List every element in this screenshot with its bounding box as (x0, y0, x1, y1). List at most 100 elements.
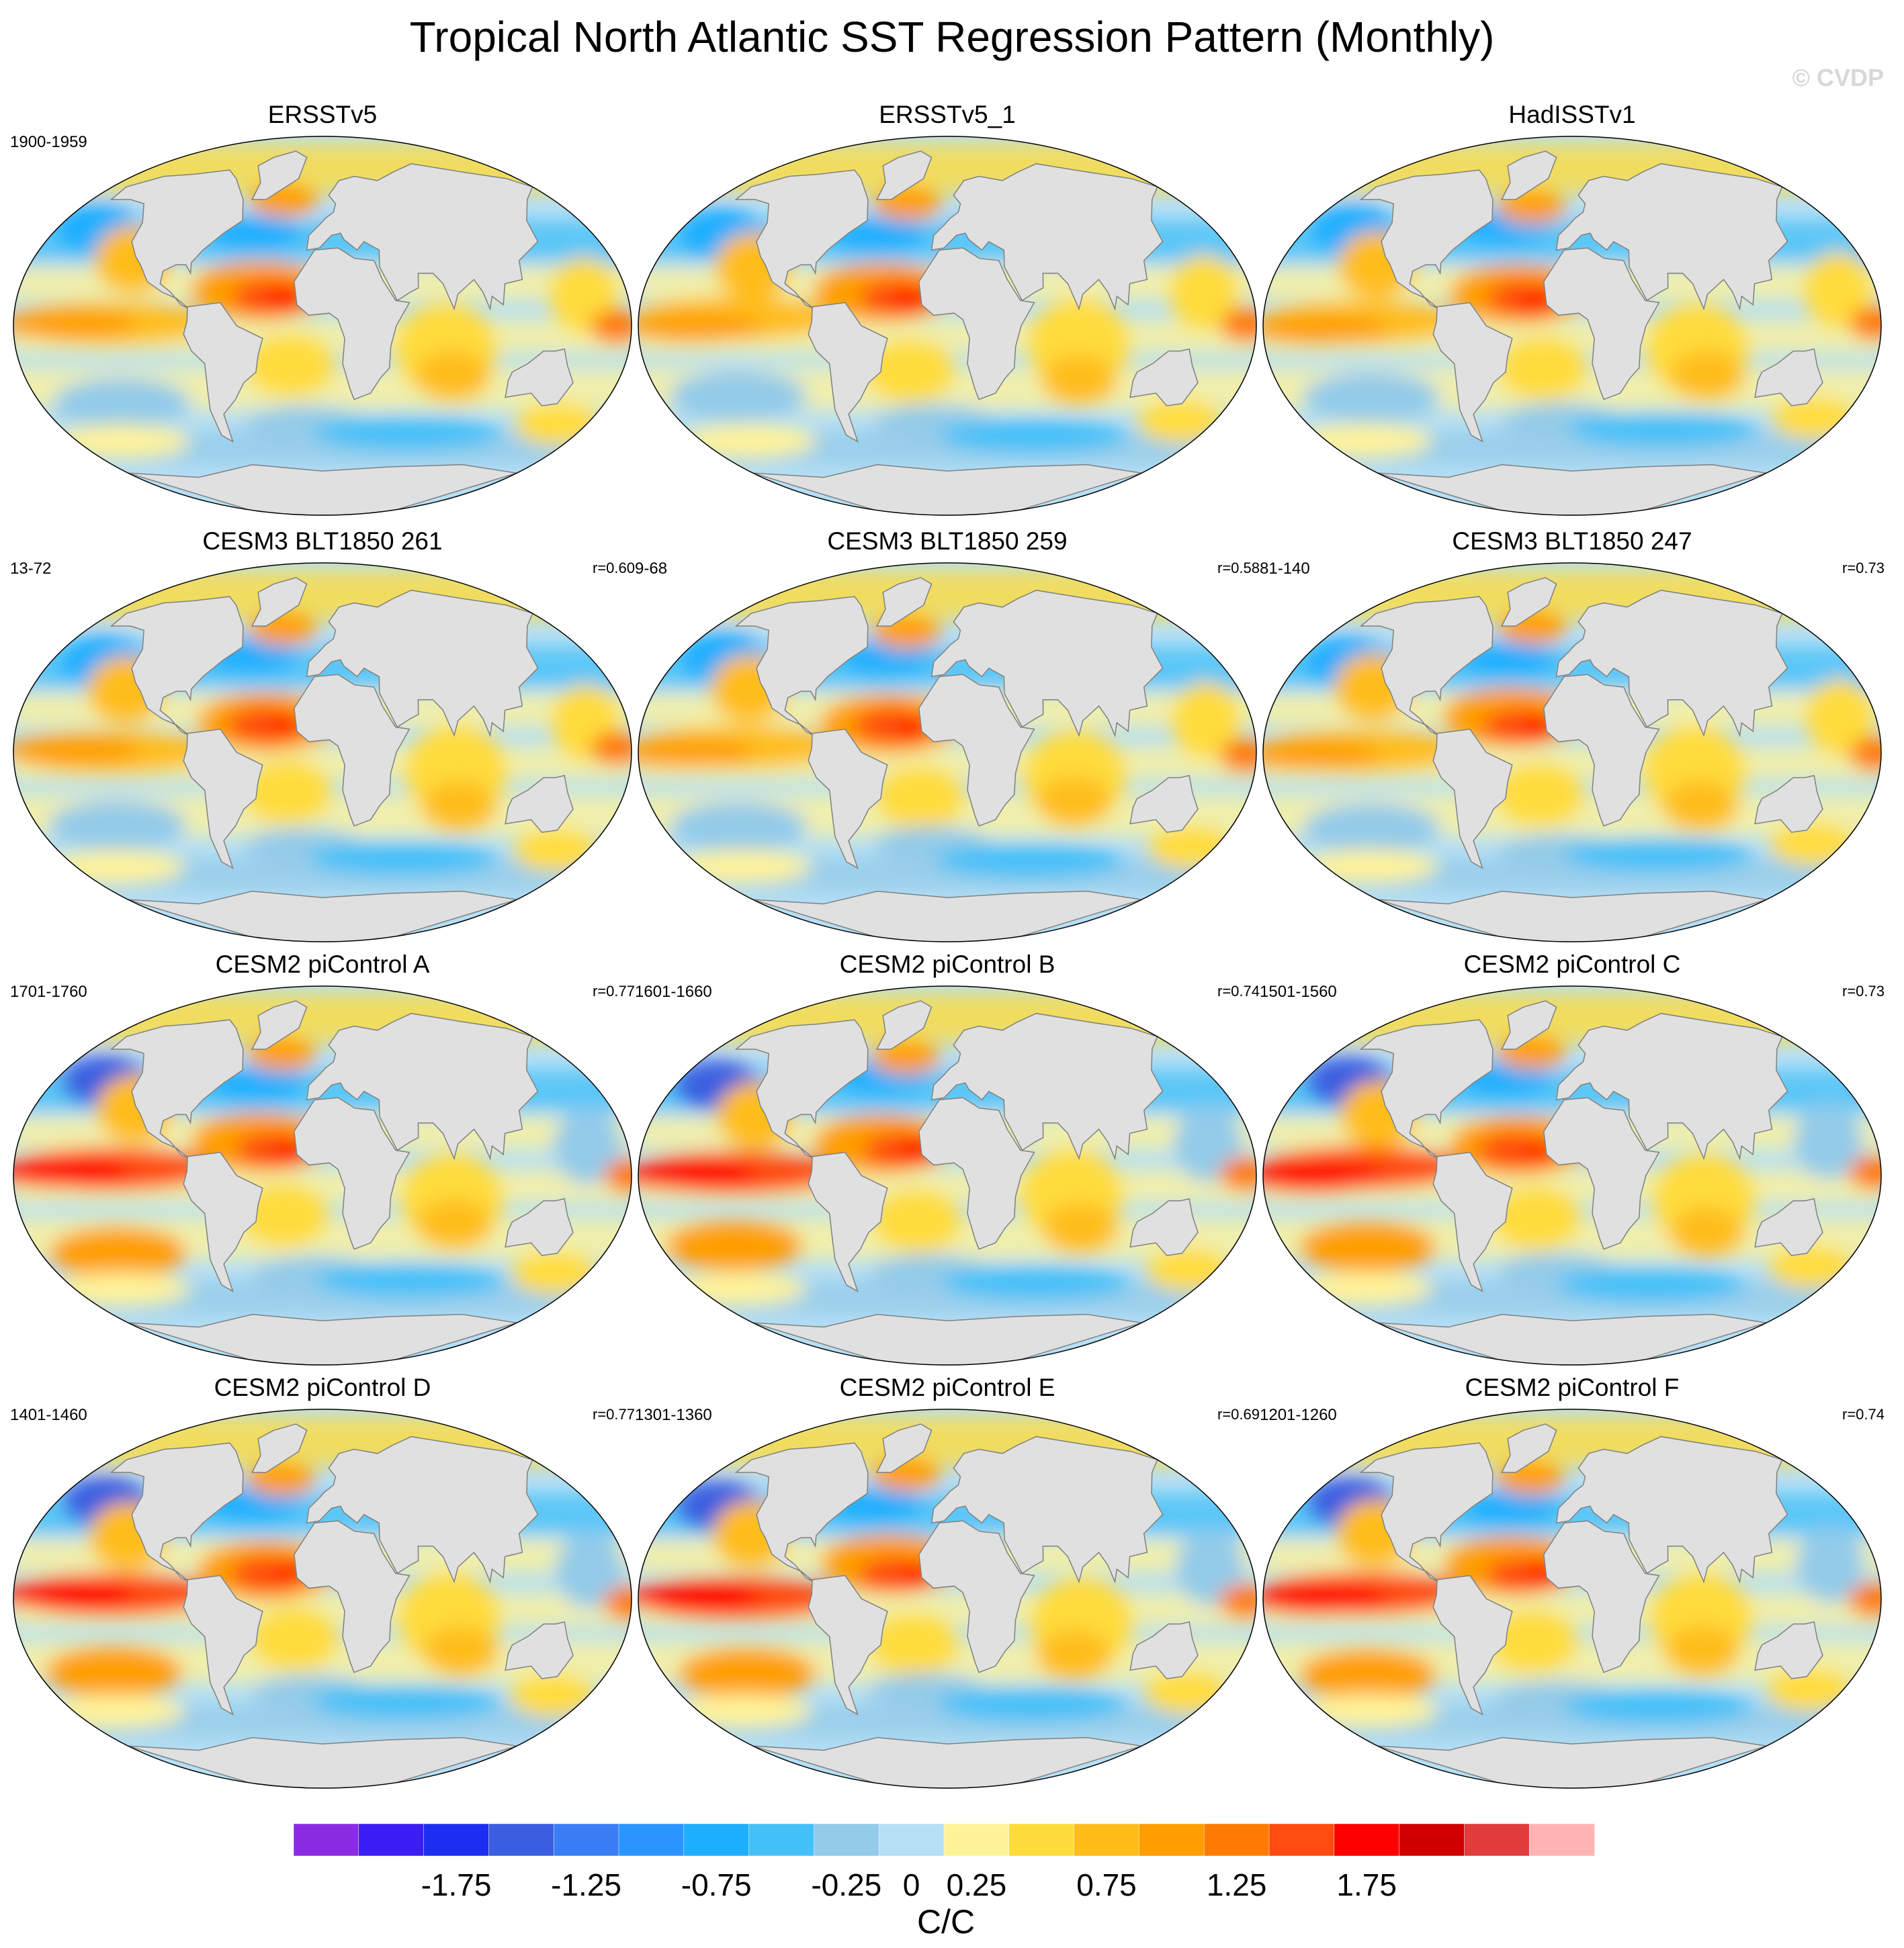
colorbar-tick-label: 0 (903, 1867, 920, 1902)
australia-landmass (505, 1621, 574, 1679)
anomaly-blob (1662, 780, 1739, 831)
colorbar-box (683, 1823, 750, 1857)
world-map (1262, 136, 1882, 516)
colorbar-box (1464, 1823, 1530, 1857)
anomaly-blob (591, 309, 632, 343)
namerica-landmass (734, 1019, 869, 1159)
colorbar-box (1399, 1823, 1465, 1857)
anomaly-blob (267, 285, 303, 308)
anomaly-blob (638, 312, 762, 342)
namerica-landmass (110, 1019, 244, 1159)
anomaly-blob (1219, 738, 1256, 772)
antarctica-landmass (752, 464, 1142, 515)
map-border (638, 562, 1257, 942)
eurasia-landmass (931, 589, 1164, 738)
colorbar-tick-label: 1.75 (1336, 1867, 1397, 1902)
africa-landmass (1543, 1520, 1660, 1673)
anomaly-blob (1036, 1629, 1112, 1681)
anomaly-blob (865, 339, 955, 403)
anomaly-blob (1219, 1157, 1256, 1191)
australia-landmass (1754, 348, 1823, 406)
anomaly-blob (511, 1252, 597, 1294)
anomaly-blob (1772, 397, 1858, 440)
map-panel: CESM2 piControl A 1701-1760 r=0.77 (10, 950, 635, 1374)
panel-period: 1601-1660 (635, 983, 712, 1001)
antarctica-landmass (752, 891, 1142, 942)
eurasia-landmass (1555, 589, 1788, 738)
greenland-landmass (251, 150, 308, 200)
namerica-landmass (110, 169, 244, 310)
samerica-landmass (808, 302, 888, 443)
map-panel: CESM3 BLT1850 259 9-68 r=0.58 (635, 527, 1260, 950)
namerica-landmass (1359, 596, 1494, 736)
world-map (13, 1409, 632, 1789)
anomaly-band (1263, 1415, 1881, 1466)
map-border (1262, 985, 1882, 1366)
anomaly-blob (313, 416, 503, 450)
colorbar-box (943, 1823, 1010, 1857)
panel-correlation: r=0.74 (1217, 983, 1260, 1000)
anomaly-blob (875, 766, 965, 830)
anomaly-blob (416, 1198, 492, 1249)
panel-correlation: r=0.74 (1842, 1406, 1885, 1423)
greenland-landmass (251, 577, 308, 627)
panel-title: CESM3 BLT1850 261 (202, 527, 443, 555)
panel-period: 1201-1260 (1260, 1406, 1337, 1424)
anomaly-blob (1041, 354, 1117, 405)
antarctica-landmass (752, 1314, 1142, 1365)
anomaly-blob (669, 370, 807, 421)
map-panel: CESM2 piControl E 1301-1360 r=0.69 (635, 1374, 1260, 1797)
eurasia-landmass (1555, 163, 1788, 311)
anomaly-blob (872, 1189, 962, 1253)
samerica-landmass (1432, 302, 1513, 443)
anomaly-blob (1263, 1162, 1384, 1192)
anomaly-blob (937, 1687, 1127, 1721)
map-border (13, 985, 632, 1366)
australia-landmass (505, 774, 574, 833)
anomaly-blob (935, 843, 1124, 877)
anomaly-blob (1669, 1206, 1745, 1257)
anomaly-blob (1494, 763, 1584, 827)
panel-correlation: r=0.77 (593, 1406, 635, 1423)
samerica-landmass (1432, 1575, 1513, 1716)
world-map (13, 985, 632, 1366)
anomaly-blob (509, 1675, 596, 1717)
greenland-landmass (1500, 1423, 1557, 1473)
anomaly-band (13, 569, 632, 620)
samerica-landmass (183, 1151, 263, 1292)
colorbar-box (814, 1823, 879, 1857)
anomaly-blob (1295, 1272, 1433, 1306)
anomaly-band (13, 142, 632, 193)
anomaly-blob (1145, 1249, 1232, 1292)
world-map (638, 136, 1257, 516)
anomaly-blob (13, 309, 136, 339)
africa-landmass (294, 1097, 410, 1250)
africa-landmass (294, 247, 410, 400)
panel-title: CESM2 piControl A (215, 950, 430, 978)
anomaly-blob (674, 850, 812, 884)
australia-landmass (1754, 1198, 1823, 1256)
anomaly-blob (1295, 424, 1432, 458)
colorbar-box (423, 1823, 490, 1857)
namerica-landmass (734, 596, 869, 736)
greenland-landmass (1500, 150, 1557, 200)
anomaly-blob (553, 1108, 622, 1185)
anomaly-blob (1263, 740, 1379, 770)
eurasia-landmass (306, 1012, 539, 1161)
colorbar-tick-label: -0.25 (811, 1867, 881, 1902)
antarctica-landmass (128, 1737, 517, 1788)
anomaly-band (638, 142, 1256, 193)
anomaly-blob (1557, 1268, 1746, 1302)
anomaly-blob (1794, 1104, 1863, 1180)
panel-period: 1401-1460 (10, 1406, 87, 1424)
map-panel: CESM2 piControl D 1401-1460 r=0.77 (10, 1374, 635, 1797)
australia-landmass (1754, 1621, 1823, 1679)
greenland-landmass (251, 1000, 308, 1050)
samerica-landmass (183, 728, 263, 869)
colorbar-box (1008, 1823, 1075, 1857)
anomaly-blob (674, 1694, 812, 1728)
anomaly-blob (1300, 849, 1438, 883)
anomaly-band (1263, 569, 1881, 620)
panel-correlation: r=0.73 (1842, 560, 1885, 576)
australia-landmass (505, 1198, 574, 1256)
